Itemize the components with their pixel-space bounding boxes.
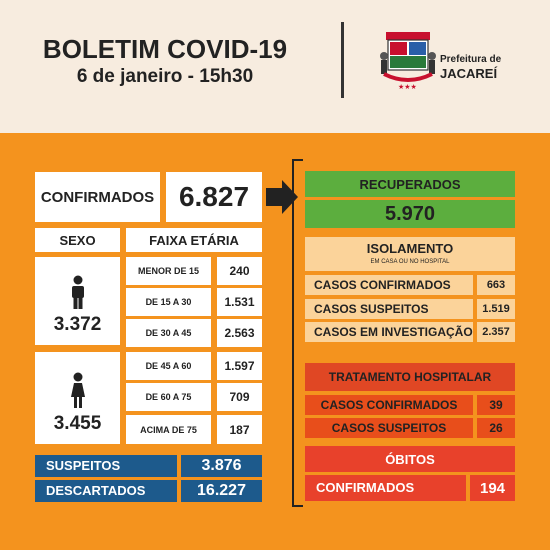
faixa-row-label: DE 30 A 45 [145, 328, 192, 338]
faixa-row-value: 1.597 [224, 359, 255, 373]
prefeitura-line1: Prefeitura de [440, 54, 502, 65]
female-box [35, 352, 120, 444]
svg-text:★★★: ★★★ [398, 83, 417, 90]
descartados-label-box [35, 480, 177, 502]
faixa-row-label-box [126, 415, 211, 444]
faixa-row-label: DE 15 A 30 [145, 297, 192, 307]
faixa-row-label-box [126, 288, 211, 316]
isolamento-row-value-box [477, 275, 515, 295]
confirmados-label-box [35, 172, 160, 222]
bracket-connector [292, 159, 303, 507]
faixa-row-value: 2.563 [224, 326, 255, 340]
suspeitos-value: 3.876 [201, 457, 242, 474]
faixa-row-value-box [217, 383, 262, 411]
page-subtitle: 6 de janeiro - 15h30 [76, 66, 254, 87]
suspeitos-label: SUSPEITOS [46, 458, 121, 473]
faixa-row-label: DE 45 A 60 [145, 361, 192, 371]
tratamento-row-value-box [477, 395, 515, 415]
isolamento-header-box [305, 237, 515, 271]
isolamento-row-label-box [305, 322, 473, 342]
isolamento-row-value: 663 [486, 279, 506, 291]
tratamento-row-label-box [305, 395, 473, 415]
tratamento-row-value-box [477, 418, 515, 438]
faixa-row-label-box [126, 257, 211, 285]
isolamento-row-label-box [305, 275, 473, 295]
isolamento-row-label: CASOS CONFIRMADOS [314, 278, 451, 292]
faixa-row-value-box [217, 288, 262, 316]
faixa-header-box [126, 228, 262, 252]
descartados-label: DESCARTADOS [46, 483, 146, 498]
descartados-value-box [181, 480, 262, 502]
faixa-row-label-box [126, 352, 211, 380]
recuperados-value: 5.970 [384, 202, 436, 225]
descartados-value: 16.227 [197, 482, 246, 499]
obitos-title: ÓBITOS [385, 451, 435, 467]
confirmados-value-box [166, 172, 262, 222]
faixa-row-value-box [217, 352, 262, 380]
female-person-icon [71, 372, 85, 408]
obitos-header-box [305, 446, 515, 472]
isolamento-row-label-box [305, 299, 473, 319]
isolamento-subtitle: EM CASA OU NO HOSPITAL [370, 259, 450, 265]
faixa-row-label: MENOR DE 15 [137, 266, 199, 276]
suspeitos-label-box [35, 455, 177, 477]
faixa-row-label-box [126, 319, 211, 347]
male-person-icon [72, 275, 84, 309]
confirmados-label: CONFIRMADOS [40, 188, 155, 206]
isolamento-row-label: CASOS SUSPEITOS [314, 302, 429, 316]
faixa-row-value-box [217, 257, 262, 285]
tratamento-row-value: 26 [489, 421, 503, 435]
sexo-header: SEXO [59, 232, 96, 248]
tratamento-header-box [305, 363, 515, 391]
faixa-row-value: 240 [229, 264, 250, 278]
obitos-label: CONFIRMADOS [316, 480, 415, 495]
female-value: 3.455 [53, 413, 102, 434]
recuperados-value-box [305, 200, 515, 228]
isolamento-row-value-box [477, 322, 515, 342]
male-value: 3.372 [53, 314, 102, 335]
isolamento-row-value-box [477, 299, 515, 319]
faixa-row-label: DE 60 A 75 [145, 392, 192, 402]
faixa-row-value: 1.531 [224, 295, 255, 309]
faixa-row-value-box [217, 415, 262, 444]
page-title: BOLETIM COVID-19 [42, 34, 288, 64]
faixa-row-label: ACIMA DE 75 [140, 424, 197, 435]
faixa-row-label-box [126, 383, 211, 411]
faixa-row-value: 709 [229, 390, 250, 404]
faixa-row-value-box [217, 319, 262, 347]
tratamento-row-label: CASOS SUSPEITOS [331, 421, 447, 435]
tratamento-row-label-box [305, 418, 473, 438]
confirmados-value: 6.827 [178, 181, 250, 212]
faixa-row-value: 187 [229, 422, 250, 437]
header-divider [341, 22, 344, 98]
tratamento-title: TRATAMENTO HOSPITALAR [328, 370, 492, 384]
isolamento-row-value: 1.519 [482, 303, 510, 315]
obitos-value-box [470, 475, 515, 501]
recuperados-label: RECUPERADOS [359, 176, 461, 192]
obitos-value: 194 [479, 479, 506, 497]
isolamento-row-value: 2.357 [482, 326, 510, 338]
prefeitura-line2: JACAREÍ [440, 66, 498, 81]
arrow-right-icon [266, 180, 298, 214]
sexo-header-box [35, 228, 120, 252]
tratamento-row-value: 39 [489, 398, 503, 412]
header-band [0, 0, 550, 133]
isolamento-title: ISOLAMENTO [366, 240, 454, 256]
city-coat-of-arms-icon: ★★★ [380, 32, 436, 90]
tratamento-row-label: CASOS CONFIRMADOS [320, 398, 458, 412]
isolamento-row-label: CASOS EM INVESTIGAÇÃO [314, 325, 473, 339]
obitos-label-box [305, 475, 466, 501]
suspeitos-value-box [181, 455, 262, 477]
recuperados-label-box [305, 171, 515, 197]
faixa-header: FAIXA ETÁRIA [149, 232, 239, 248]
